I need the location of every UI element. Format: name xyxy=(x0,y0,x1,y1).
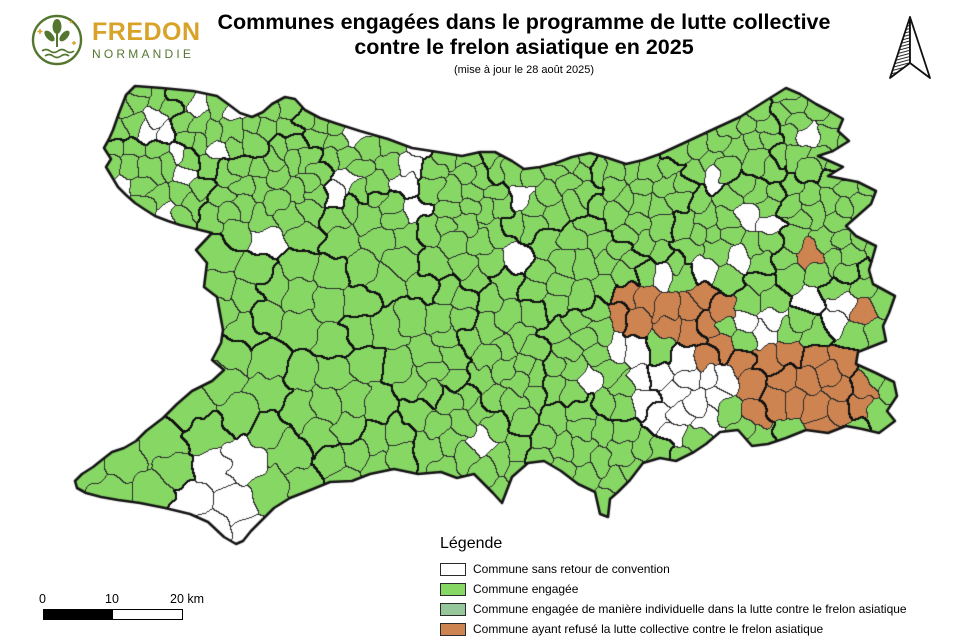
scale-bar-empty-half xyxy=(113,610,182,619)
fredon-logo: FREDON NORMANDIE xyxy=(30,12,260,68)
legend-label-refused: Commune ayant refusé la lutte collective… xyxy=(473,622,824,636)
map-subtitle: (mise à jour le 28 août 2025) xyxy=(453,64,595,76)
legend-item-individual: Commune engagée de manière individuelle … xyxy=(440,599,907,619)
legend-item-refused: Commune ayant refusé la lutte collective… xyxy=(440,619,907,639)
legend-swatch-no-convention xyxy=(440,562,466,576)
scale-label-start: 0 xyxy=(39,592,46,606)
legend-label-individual: Commune engagée de manière individuelle … xyxy=(473,602,907,616)
legend-label-engaged: Commune engagée xyxy=(473,582,579,596)
legend-label-no-convention: Commune sans retour de convention xyxy=(473,562,670,576)
legend-swatch-individual xyxy=(440,602,466,616)
scale-bar: 0 10 20 km xyxy=(36,592,236,620)
legend-swatch-refused xyxy=(440,622,466,636)
scale-label-mid: 10 xyxy=(105,592,119,606)
logo-region-text: NORMANDIE xyxy=(92,47,195,61)
fredon-logo-icon xyxy=(31,14,83,66)
scale-bar-filled-half xyxy=(44,610,113,619)
legend-heading: Légende xyxy=(440,535,503,552)
scale-label-end: 20 km xyxy=(170,592,205,606)
map-title-block: Communes engagées dans le programme de l… xyxy=(218,10,831,76)
logo-brand-text: FREDON xyxy=(92,18,201,46)
north-arrow-icon xyxy=(889,16,931,79)
legend-item-engaged: Commune engagée xyxy=(440,579,907,599)
scale-bar-labels: 0 10 20 km xyxy=(36,592,236,607)
legend-swatch-engaged xyxy=(440,582,466,596)
legend-item-no-convention: Commune sans retour de convention xyxy=(440,559,907,579)
map-title-line2: contre le frelon asiatique en 2025 xyxy=(354,35,694,59)
map-title-line1: Communes engagées dans le programme de l… xyxy=(217,10,831,34)
scale-bar-graphic xyxy=(43,609,183,620)
legend: Légende Commune sans retour de conventio… xyxy=(440,535,907,639)
